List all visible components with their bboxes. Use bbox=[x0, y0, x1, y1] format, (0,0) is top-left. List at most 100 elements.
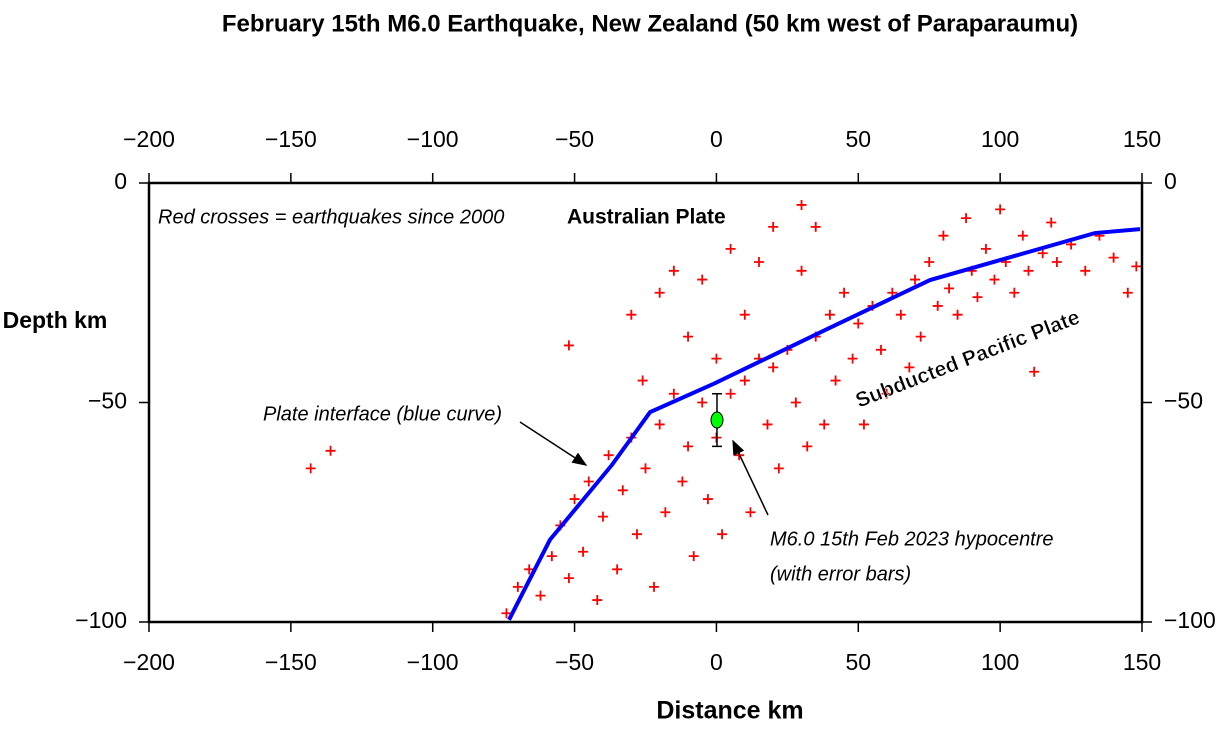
earthquake-cross bbox=[895, 309, 906, 320]
earthquake-cross bbox=[796, 199, 807, 210]
earthquake-cross bbox=[688, 551, 699, 562]
earthquake-cross bbox=[640, 463, 651, 474]
y-axis-label: Depth km bbox=[3, 307, 108, 333]
earthquake-cross bbox=[524, 564, 535, 575]
x-tick-label: 100 bbox=[981, 649, 1019, 675]
earthquake-cross bbox=[637, 375, 648, 386]
x-tick-label: −150 bbox=[265, 649, 317, 675]
earthquake-cross bbox=[626, 309, 637, 320]
earthquake-cross bbox=[683, 331, 694, 342]
earthquake-cross bbox=[1023, 265, 1034, 276]
earthquake-cross bbox=[796, 265, 807, 276]
x-tick-label-top: −200 bbox=[123, 126, 175, 152]
earthquake-cross bbox=[617, 485, 628, 496]
earthquake-cross bbox=[961, 213, 972, 224]
earthquake-cross bbox=[697, 397, 708, 408]
earthquake-cross bbox=[910, 274, 921, 285]
y-tick-label: −100 bbox=[75, 607, 127, 633]
arrow bbox=[732, 439, 769, 516]
earthquake-cross bbox=[1046, 217, 1057, 228]
earthquake-cross bbox=[1122, 287, 1133, 298]
earthquake-cross bbox=[739, 375, 750, 386]
x-tick-label-top: 150 bbox=[1123, 126, 1161, 152]
earthquake-cross bbox=[773, 463, 784, 474]
earthquake-cross bbox=[711, 353, 722, 364]
earthquake-cross bbox=[660, 507, 671, 518]
y-tick-label-right: −100 bbox=[1164, 607, 1216, 633]
earthquake-cross bbox=[1009, 287, 1020, 298]
earthquake-cross bbox=[592, 595, 603, 606]
annotation: Plate interface (blue curve) bbox=[263, 403, 502, 425]
earthquake-cross bbox=[578, 546, 589, 557]
x-tick-label-top: 100 bbox=[981, 126, 1019, 152]
x-tick-label-top: −100 bbox=[407, 126, 459, 152]
earthquake-cross bbox=[952, 309, 963, 320]
earthquake-cross bbox=[668, 265, 679, 276]
earthquake-cross bbox=[980, 243, 991, 254]
earthquake-cross bbox=[810, 221, 821, 232]
earthquake-cross bbox=[932, 300, 943, 311]
x-tick-label: −50 bbox=[555, 649, 594, 675]
earthquake-cross bbox=[677, 476, 688, 487]
earthquake-cross bbox=[649, 581, 660, 592]
earthquake-cross bbox=[753, 257, 764, 268]
earthquake-cross bbox=[631, 529, 642, 540]
earthquake-cross bbox=[1017, 230, 1028, 241]
annotation: Subducted Pacific Plate bbox=[852, 306, 1083, 413]
y-tick-label: −50 bbox=[88, 388, 127, 414]
annotation: (with error bars) bbox=[770, 563, 911, 585]
x-tick-label-top: 50 bbox=[845, 126, 871, 152]
annotation: Red crosses = earthquakes since 2000 bbox=[158, 206, 504, 228]
x-tick-label-top: −50 bbox=[555, 126, 594, 152]
x-tick-label: 0 bbox=[710, 649, 723, 675]
y-tick-label-right: −50 bbox=[1164, 388, 1203, 414]
earthquake-cross bbox=[1051, 257, 1062, 268]
earthquake-cross bbox=[745, 507, 756, 518]
earthquake-cross bbox=[535, 590, 546, 601]
earthquake-cross bbox=[1108, 252, 1119, 263]
earthquake-cross bbox=[583, 476, 594, 487]
earthquake-cross bbox=[904, 362, 915, 373]
earthquake-cross bbox=[725, 243, 736, 254]
y-tick-label-right: 0 bbox=[1164, 168, 1177, 194]
earthquake-cross bbox=[569, 494, 580, 505]
x-axis-label: Distance km bbox=[656, 697, 803, 725]
earthquake-cross bbox=[563, 573, 574, 584]
arrow bbox=[519, 421, 588, 466]
earthquake-cross bbox=[739, 309, 750, 320]
x-tick-label: 50 bbox=[845, 649, 871, 675]
earthquake-cross bbox=[944, 283, 955, 294]
earthquake-cross bbox=[762, 419, 773, 430]
earthquake-cross bbox=[989, 274, 1000, 285]
earthquake-cross bbox=[546, 551, 557, 562]
hypocentre bbox=[710, 411, 724, 429]
x-tick-label: −200 bbox=[123, 649, 175, 675]
earthquake-cross bbox=[702, 494, 713, 505]
earthquake-cross bbox=[881, 388, 892, 399]
earthquake-cross bbox=[1080, 265, 1091, 276]
x-tick-label: 150 bbox=[1123, 649, 1161, 675]
earthquake-cross bbox=[501, 608, 512, 619]
earthquake-cross bbox=[563, 340, 574, 351]
earthquake-cross bbox=[512, 581, 523, 592]
earthquake-cross bbox=[654, 287, 665, 298]
x-tick-label-top: −150 bbox=[265, 126, 317, 152]
earthquake-cross bbox=[612, 564, 623, 575]
y-tick-label: 0 bbox=[114, 168, 127, 194]
earthquake-cross bbox=[725, 388, 736, 399]
earthquake-cross bbox=[972, 292, 983, 303]
annotation: M6.0 15th Feb 2023 hypocentre bbox=[770, 528, 1054, 550]
x-tick-label: −100 bbox=[407, 649, 459, 675]
earthquake-cross bbox=[847, 353, 858, 364]
earthquake-cross bbox=[858, 419, 869, 430]
earthquake-cross bbox=[1029, 366, 1040, 377]
earthquake-cross bbox=[717, 529, 728, 540]
earthquake-cross bbox=[768, 221, 779, 232]
earthquake-cross bbox=[853, 318, 864, 329]
earthquake-cross bbox=[819, 419, 830, 430]
earthquake-cross bbox=[790, 397, 801, 408]
earthquake-cross bbox=[938, 230, 949, 241]
annotation: Australian Plate bbox=[567, 206, 726, 229]
plate-interface bbox=[507, 227, 1141, 621]
